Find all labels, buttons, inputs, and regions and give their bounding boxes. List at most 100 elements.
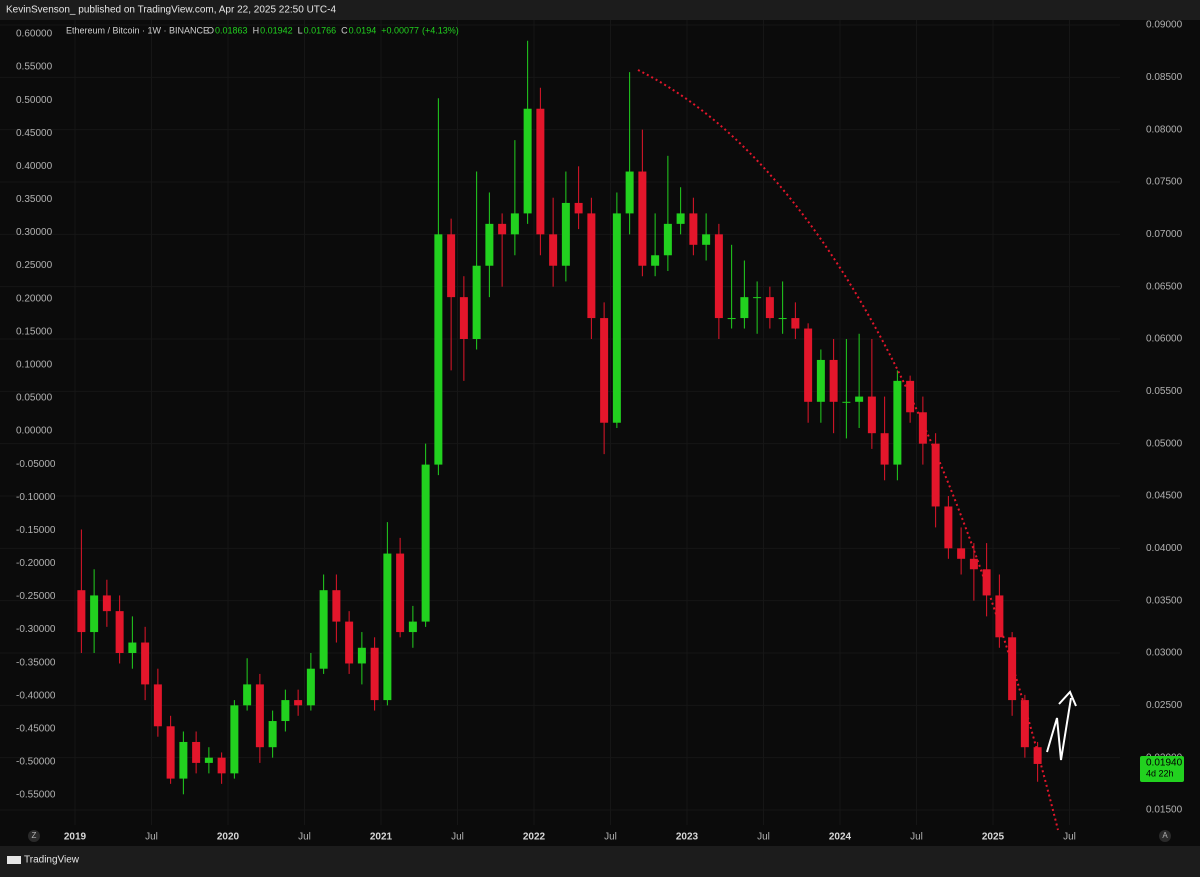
candle-body — [906, 380, 915, 413]
candle-body — [702, 234, 711, 245]
x-tick-label: Jul — [604, 832, 617, 843]
candle-body — [829, 359, 838, 402]
candle-body — [370, 647, 379, 701]
candle-body — [574, 202, 583, 214]
candles — [77, 40, 1042, 795]
z-button[interactable] — [28, 830, 40, 842]
candle-body — [345, 621, 354, 664]
candle-body — [689, 213, 698, 245]
y-tick-label: 0.05000 — [1146, 438, 1183, 449]
candle-body — [421, 464, 430, 622]
x-tick-label: Jul — [757, 832, 770, 843]
y2-tick-label: -0.35000 — [16, 657, 56, 668]
z-label[interactable]: Z — [32, 831, 37, 840]
candle-body — [396, 553, 405, 633]
header-text: KevinSvenson_ published on TradingView.c… — [6, 5, 336, 16]
y2-tick-label: 0.15000 — [16, 326, 53, 337]
y2-tick-label: 0.45000 — [16, 128, 53, 139]
candle-body — [447, 234, 456, 298]
y-tick-label: 0.06500 — [1146, 281, 1183, 292]
countdown: 4d 22h — [1146, 768, 1174, 778]
candle-body — [1020, 700, 1029, 748]
candle-body — [166, 726, 175, 779]
y2-tick-label: -0.05000 — [16, 459, 56, 470]
x-tick-label: Jul — [145, 832, 158, 843]
candle-body — [498, 223, 507, 235]
candle-body — [880, 433, 889, 465]
candle-body — [383, 553, 392, 701]
candle-body — [816, 359, 825, 402]
candle-body — [243, 684, 252, 706]
tv-logo — [7, 856, 21, 864]
candle-body — [587, 213, 596, 319]
y2-tick-label: -0.20000 — [16, 558, 56, 569]
y-tick-label: 0.08500 — [1146, 72, 1183, 83]
x-tick-label: 2021 — [370, 832, 393, 843]
candle-body — [600, 318, 609, 423]
x-tick-label: 2023 — [676, 832, 699, 843]
y2-tick-label: 0.20000 — [16, 293, 53, 304]
a-label[interactable]: A — [1162, 831, 1168, 840]
candle-body — [549, 234, 558, 266]
a-button[interactable] — [1159, 830, 1171, 842]
y-tick-label: 0.07000 — [1146, 229, 1183, 240]
change: +0.00077 — [381, 25, 419, 35]
candle-body — [663, 223, 672, 256]
candle-body — [1033, 747, 1042, 764]
y2-tick-label: 0.00000 — [16, 426, 53, 437]
y2-tick-label: 0.50000 — [16, 95, 53, 106]
footer — [0, 848, 1200, 872]
y2-tick-label: 0.55000 — [16, 62, 53, 73]
price-tag-label: 0.01940 — [1146, 758, 1183, 769]
legend-key: C — [341, 25, 348, 35]
y2-tick-label: 0.10000 — [16, 360, 53, 371]
candle-body — [434, 234, 443, 465]
legend-key: L — [298, 25, 303, 35]
candle-body — [867, 396, 876, 434]
candle-body — [561, 202, 570, 266]
candle-body — [791, 318, 800, 329]
candle-body — [204, 757, 213, 763]
y-tick-label: 0.03000 — [1146, 648, 1183, 659]
candle-body — [523, 108, 532, 214]
candle-body — [893, 380, 902, 465]
candle-body — [714, 234, 723, 319]
x-tick-label: 2022 — [523, 832, 546, 843]
y2-tick-label: 0.60000 — [16, 29, 53, 40]
y2-tick-label: -0.40000 — [16, 690, 56, 701]
candle-body — [612, 213, 621, 423]
candle-body — [408, 621, 417, 633]
change-pct: (+4.13%) — [422, 25, 459, 35]
candle-body — [472, 265, 481, 339]
legend-key: O — [207, 25, 214, 35]
arrow-head — [1058, 690, 1077, 707]
candle-body — [357, 647, 366, 664]
price-tag — [1140, 755, 1184, 782]
y-tick-label: 0.04000 — [1146, 543, 1183, 554]
candle-body — [957, 548, 966, 559]
candle-body — [1008, 637, 1017, 701]
candle-body — [268, 721, 277, 748]
y-tick-label: 0.02500 — [1146, 700, 1183, 711]
candle-body — [918, 412, 927, 444]
candle-body — [804, 328, 813, 402]
candle-body — [90, 595, 99, 633]
chart-area — [0, 20, 1200, 846]
x-tick-label: 2025 — [982, 832, 1005, 843]
legend-value: 0.01863 — [215, 25, 248, 35]
candle-body — [638, 171, 647, 266]
candle-body — [944, 506, 953, 549]
candle-body — [536, 108, 545, 235]
y2-tick-label: 0.30000 — [16, 227, 53, 238]
y-tick-label: 0.04500 — [1146, 491, 1183, 502]
grid — [0, 20, 1120, 825]
candle-body — [332, 590, 341, 622]
y-tick-label: 0.09000 — [1146, 20, 1183, 31]
candle-body — [217, 757, 226, 774]
candle-body — [128, 642, 137, 653]
y2-tick-label: 0.05000 — [16, 393, 53, 404]
candle-body — [727, 318, 736, 320]
y2-tick-label: -0.30000 — [16, 624, 56, 635]
candle-body — [842, 401, 851, 403]
